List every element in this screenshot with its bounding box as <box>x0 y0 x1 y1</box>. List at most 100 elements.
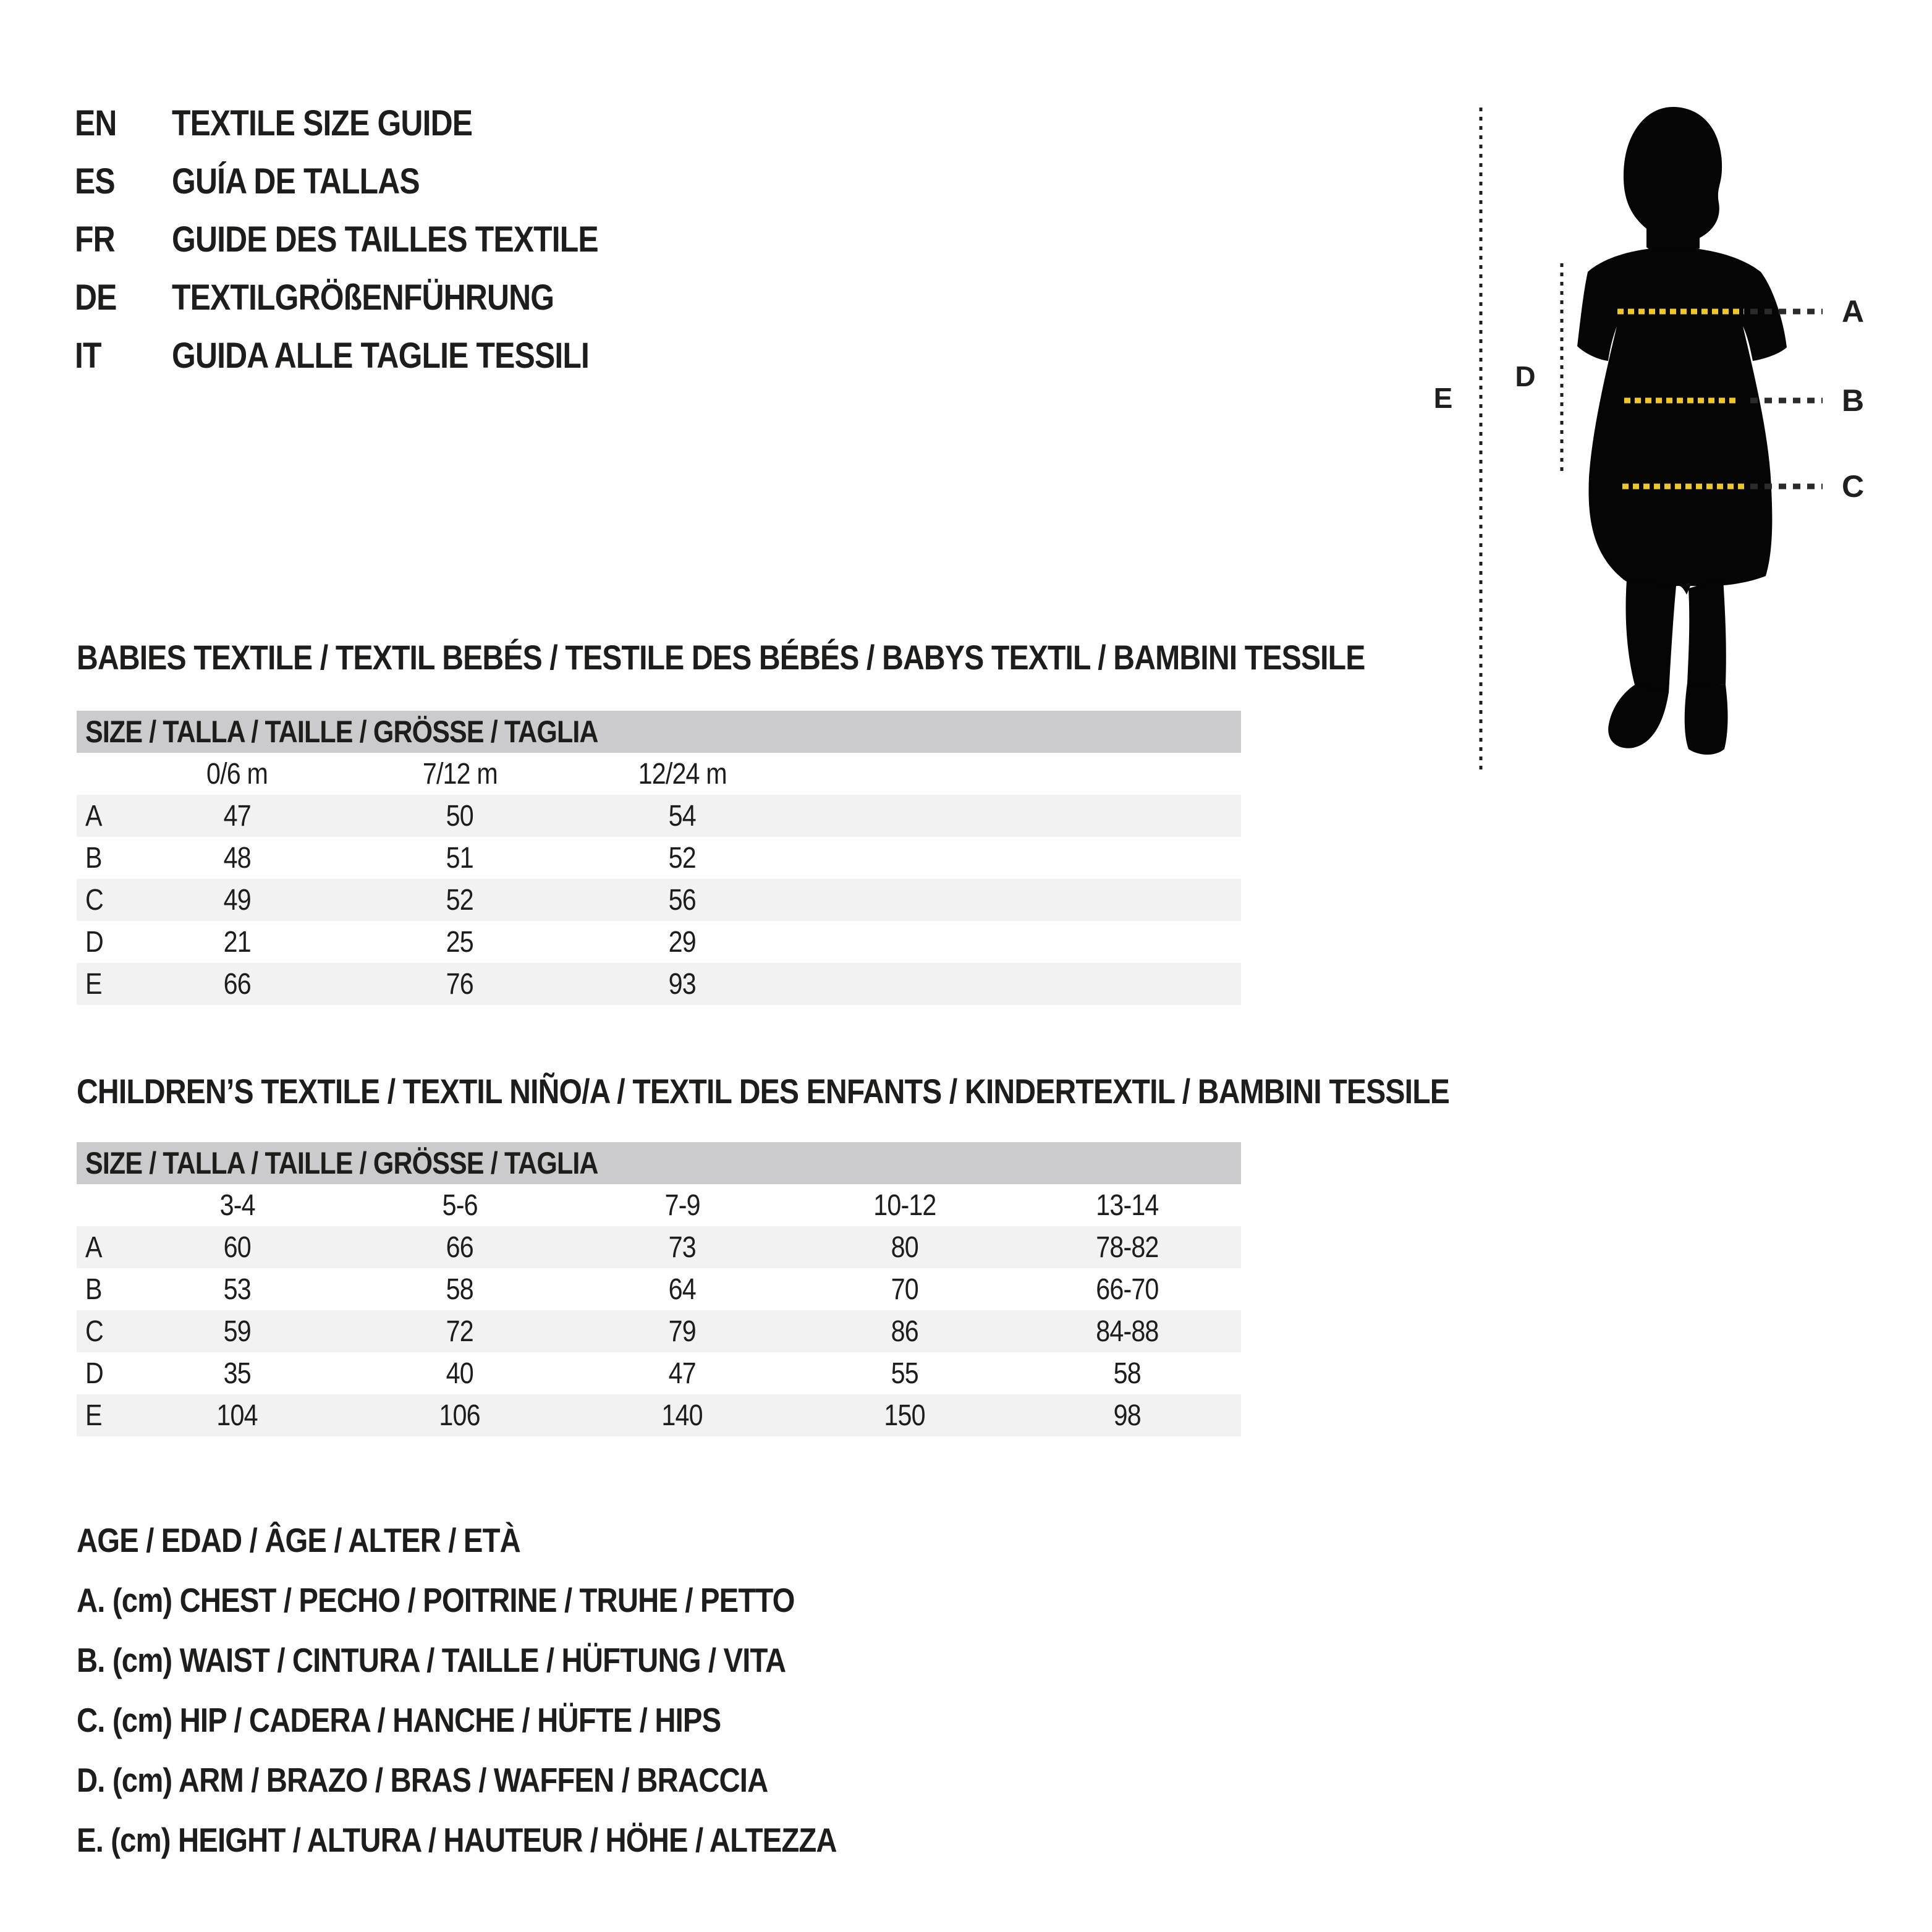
cell-value: 21 <box>223 925 252 959</box>
silhouette-torso <box>1577 247 1787 595</box>
legend-item-chest: A. (cm) CHEST / PECHO / POITRINE / TRUHE… <box>77 1580 795 1619</box>
cell-value: 66 <box>446 1231 474 1264</box>
cell-value: 53 <box>223 1273 252 1306</box>
silhouette-left-shoe <box>1608 684 1669 748</box>
row-label: A <box>85 799 103 833</box>
cell-value: 150 <box>884 1399 926 1432</box>
cell-value: 52 <box>668 841 697 875</box>
cell-value: 60 <box>223 1231 252 1264</box>
babies-section-title: BABIES TEXTILE / TEXTIL BEBÉS / TESTILE … <box>77 638 1365 677</box>
row-label: D <box>85 1357 104 1390</box>
cell-value: 70 <box>891 1273 919 1306</box>
cell-value: 56 <box>668 883 697 917</box>
cell-value: 51 <box>446 841 474 875</box>
cell-value: 40 <box>446 1357 474 1390</box>
language-row: IT GUIDA ALLE TAGLIE TESSILI <box>75 326 667 384</box>
language-title: GUIDA ALLE TAGLIE TESSILI <box>172 335 590 376</box>
cell-value: 54 <box>668 799 697 833</box>
cell-value: 47 <box>223 799 252 833</box>
cell-value: 58 <box>1113 1357 1142 1390</box>
measure-lines <box>1617 308 1823 489</box>
cell-value: 35 <box>223 1357 252 1390</box>
language-code: IT <box>75 335 101 376</box>
silhouette-right-leg <box>1687 578 1726 685</box>
table-row: C 49 52 56 <box>77 879 1241 921</box>
cell-value: 48 <box>223 841 252 875</box>
silhouette-head <box>1623 106 1722 255</box>
column-header: 5-6 <box>442 1188 478 1222</box>
language-title-list: EN TEXTILE SIZE GUIDE ES GUÍA DE TALLAS … <box>75 94 667 384</box>
column-header: 0/6 m <box>206 757 269 790</box>
table-row: B 53 58 64 70 66-70 <box>77 1268 1241 1310</box>
cell-value: 29 <box>668 925 697 959</box>
babies-size-table: SIZE / TALLA / TAILLE / GRÖSSE / TAGLIA … <box>77 711 1241 1005</box>
measure-labels: A B C D E <box>1434 294 1864 504</box>
cell-value: 64 <box>668 1273 697 1306</box>
language-code: EN <box>75 103 117 143</box>
size-header-band: SIZE / TALLA / TAILLE / GRÖSSE / TAGLIA <box>77 1142 1241 1184</box>
language-row: FR GUIDE DES TAILLES TEXTILE <box>75 210 667 268</box>
table-row: A 60 66 73 80 78-82 <box>77 1226 1241 1268</box>
legend-item-waist: B. (cm) WAIST / CINTURA / TAILLE / HÜFTU… <box>77 1640 786 1679</box>
cell-value: 50 <box>446 799 474 833</box>
row-label: B <box>85 841 103 875</box>
cell-value: 66 <box>223 967 252 1001</box>
cell-value: 73 <box>668 1231 697 1264</box>
cell-value: 80 <box>891 1231 919 1264</box>
language-row: EN TEXTILE SIZE GUIDE <box>75 94 667 152</box>
table-row: C 59 72 79 86 84-88 <box>77 1310 1241 1352</box>
child-silhouette <box>1577 106 1787 755</box>
column-header: 13-14 <box>1096 1188 1159 1222</box>
silhouette-right-shoe <box>1684 683 1728 755</box>
cell-value: 79 <box>668 1315 697 1348</box>
row-label: E <box>85 1399 103 1432</box>
cell-value: 78-82 <box>1096 1231 1159 1264</box>
table-row: D 35 40 47 55 58 <box>77 1352 1241 1394</box>
language-code: DE <box>75 277 117 318</box>
cell-value: 72 <box>446 1315 474 1348</box>
column-header: 10-12 <box>873 1188 936 1222</box>
measure-label-e: E <box>1434 382 1453 414</box>
children-section-title: CHILDREN’S TEXTILE / TEXTIL NIÑO/A / TEX… <box>77 1072 1450 1111</box>
legend-age-line: AGE / EDAD / ÂGE / ALTER / ETÀ <box>77 1520 521 1559</box>
row-label: A <box>85 1231 103 1264</box>
row-label: C <box>85 1315 104 1348</box>
legend-item-hip: C. (cm) HIP / CADERA / HANCHE / HÜFTE / … <box>77 1700 721 1739</box>
language-title: TEXTILGRÖßENFÜHRUNG <box>172 277 554 318</box>
measure-label-a: A <box>1842 294 1864 329</box>
column-header-row: 0/6 m 7/12 m 12/24 m <box>77 753 1241 795</box>
row-label: B <box>85 1273 103 1306</box>
cell-value: 93 <box>668 967 697 1001</box>
column-header: 3-4 <box>219 1188 255 1222</box>
cell-value: 106 <box>439 1399 481 1432</box>
language-code: ES <box>75 161 116 201</box>
row-label: C <box>85 883 104 917</box>
language-row: ES GUÍA DE TALLAS <box>75 152 667 210</box>
column-header: 7-9 <box>664 1188 700 1222</box>
table-row: D 21 25 29 <box>77 921 1241 963</box>
cell-value: 104 <box>216 1399 258 1432</box>
legend-item-height: E. (cm) HEIGHT / ALTURA / HAUTEUR / HÖHE… <box>77 1820 837 1859</box>
cell-value: 49 <box>223 883 252 917</box>
cell-value: 52 <box>446 883 474 917</box>
table-row: A 47 50 54 <box>77 795 1241 837</box>
cell-value: 76 <box>446 967 474 1001</box>
cell-value: 66-70 <box>1096 1273 1159 1306</box>
language-title: TEXTILE SIZE GUIDE <box>172 103 473 143</box>
table-row: E 66 76 93 <box>77 963 1241 1005</box>
column-header: 12/24 m <box>638 757 727 790</box>
column-header: 7/12 m <box>422 757 498 790</box>
table-row: E 104 106 140 150 98 <box>77 1394 1241 1436</box>
cell-value: 55 <box>891 1357 919 1390</box>
size-header-band: SIZE / TALLA / TAILLE / GRÖSSE / TAGLIA <box>77 711 1241 753</box>
cell-value: 98 <box>1113 1399 1142 1432</box>
measure-label-d: D <box>1515 360 1535 392</box>
measurement-figure: A B C D E <box>1434 106 1864 770</box>
cell-value: 59 <box>223 1315 252 1348</box>
cell-value: 25 <box>446 925 474 959</box>
language-row: DE TEXTILGRÖßENFÜHRUNG <box>75 268 667 326</box>
measure-label-c: C <box>1842 469 1864 504</box>
silhouette-left-leg <box>1625 580 1676 693</box>
language-title: GUÍA DE TALLAS <box>172 161 420 201</box>
